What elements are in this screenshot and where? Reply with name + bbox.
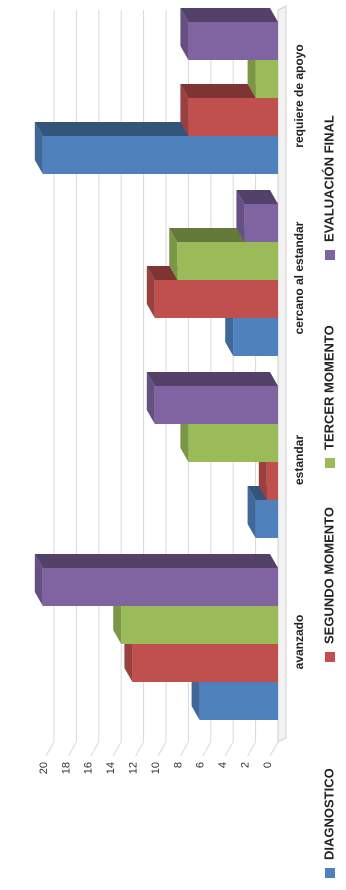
gridline-floor — [135, 741, 145, 757]
legend: DIAGNOSTICO SEGUNDO MOMENTO TERCER MOMENTO… — [321, 115, 336, 878]
tick-label: 20 — [38, 762, 50, 774]
bar — [233, 318, 278, 356]
bar — [188, 22, 278, 60]
bar-depth — [34, 554, 278, 568]
legend-swatch — [325, 250, 335, 260]
tick-label: 0 — [262, 762, 274, 768]
category-label: requiere de apoyo — [292, 44, 306, 147]
bars-layer — [34, 8, 279, 720]
legend-label: DIAGNOSTICO — [321, 768, 336, 860]
bar-cap — [169, 228, 178, 280]
bar-cap — [180, 84, 189, 136]
bar — [188, 424, 278, 462]
bar — [266, 462, 278, 500]
bar — [154, 280, 278, 318]
bar — [42, 568, 278, 606]
bar — [121, 606, 278, 644]
value-axis: 0 2 4 6 8 10 12 14 16 18 20 — [38, 762, 274, 774]
gridline-floor — [45, 741, 55, 757]
tick-label: 2 — [240, 762, 252, 768]
bar — [154, 386, 278, 424]
bar-depth — [236, 190, 278, 204]
bar — [132, 644, 278, 682]
bar-cap — [146, 266, 155, 318]
tick-label: 14 — [105, 762, 117, 774]
gridline-floor — [202, 741, 212, 757]
gridline-floor — [90, 741, 100, 757]
bar-cap — [146, 372, 155, 424]
bar-cap — [180, 8, 189, 60]
bar — [255, 500, 278, 538]
gridline-floor — [112, 741, 122, 757]
legend-swatch — [325, 652, 335, 662]
tick-label: 6 — [195, 762, 207, 768]
bar — [244, 204, 278, 242]
legend-swatch — [325, 458, 335, 468]
chart-floor — [277, 5, 287, 743]
category-axis: requiere de apoyo cercano al estandar esta… — [292, 44, 306, 669]
gridline-floor — [269, 741, 279, 757]
bar-depth — [180, 8, 278, 22]
gridline-floor — [179, 741, 189, 757]
category-label: cercano al estandar — [292, 221, 306, 334]
bar-cap — [34, 554, 43, 606]
legend-label: EVALUACIÓN FINAL — [321, 115, 336, 242]
legend-label: SEGUNDO MOMENTO — [321, 507, 336, 644]
gridline-floor — [67, 741, 77, 757]
bar — [199, 682, 278, 720]
bar — [188, 98, 278, 136]
gridline-floor — [157, 741, 167, 757]
bar — [177, 242, 278, 280]
gridline-floor — [247, 741, 257, 757]
tick-label: 18 — [60, 762, 72, 774]
tick-label: 8 — [172, 762, 184, 768]
chart-floor-plane — [277, 5, 287, 743]
bar — [42, 136, 278, 174]
bar — [255, 60, 278, 98]
bar-cap — [247, 486, 256, 538]
bar-depth — [146, 372, 278, 386]
tick-label: 4 — [217, 762, 229, 768]
tick-label: 16 — [83, 762, 95, 774]
tick-label: 12 — [128, 762, 140, 774]
tick-label: 10 — [150, 762, 162, 774]
category-label: avanzado — [292, 615, 306, 670]
legend-label: TERCER MOMENTO — [321, 325, 336, 450]
legend-swatch — [325, 868, 335, 878]
gridline-floor — [224, 741, 234, 757]
bar-cap — [236, 190, 245, 242]
bar-cap — [34, 122, 43, 174]
category-label: estandar — [292, 435, 306, 485]
